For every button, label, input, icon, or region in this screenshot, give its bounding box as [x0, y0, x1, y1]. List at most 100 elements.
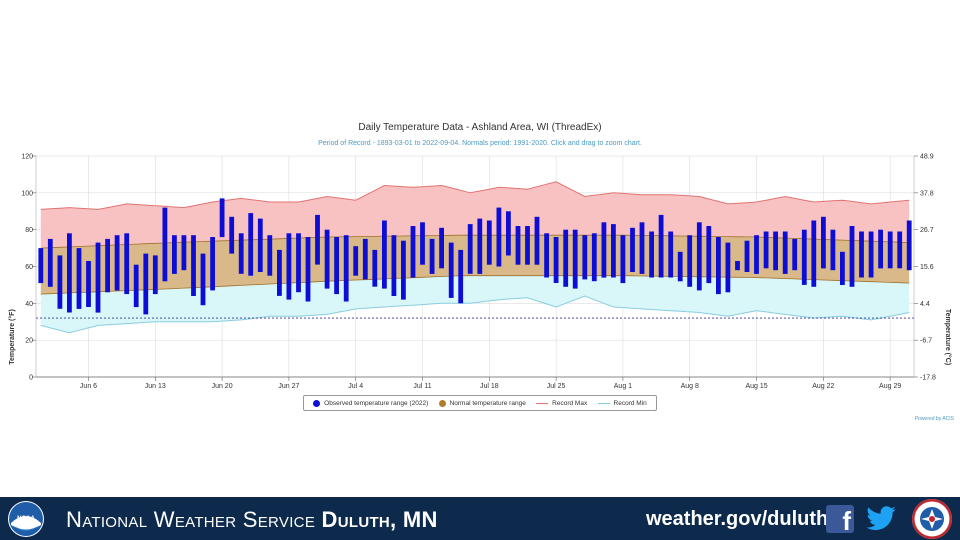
- observed-bar: [553, 237, 559, 283]
- observed-bar: [840, 251, 845, 285]
- observed-bar: [448, 242, 454, 298]
- noaa-logo-text: NOAA: [17, 516, 35, 522]
- legend-record-max-label: Record Max: [552, 399, 588, 407]
- legend-item-normal[interactable]: Normal temperature range: [438, 399, 526, 407]
- temperature-chart[interactable]: Daily Temperature Data - Ashland Area, W…: [0, 110, 960, 430]
- x-tick-label: Aug 29: [879, 383, 901, 390]
- observed-bar: [114, 235, 120, 291]
- observed-bar: [257, 218, 263, 272]
- observed-bar: [410, 226, 416, 278]
- observed-bar: [878, 229, 883, 269]
- observed-bar: [486, 220, 492, 265]
- observed-bar: [343, 235, 349, 302]
- observed-bar: [248, 213, 254, 276]
- facebook-icon[interactable]: f: [826, 505, 854, 533]
- chart-credits[interactable]: Powered by ACIS: [915, 416, 955, 422]
- observed-bar: [630, 227, 635, 272]
- x-tick-label: Jul 4: [348, 383, 363, 390]
- legend-normal-label: Normal temperature range: [449, 399, 526, 407]
- observed-bar: [124, 233, 130, 295]
- website-link[interactable]: weather.gov/duluth: [646, 508, 829, 530]
- observed-bar: [191, 235, 196, 296]
- observed-bar: [849, 226, 855, 287]
- observed-bar: [286, 233, 292, 300]
- observed-bar: [105, 238, 110, 293]
- y-tick-label-right: 4.4: [920, 301, 930, 308]
- observed-bar: [496, 207, 502, 267]
- observed-bar: [67, 233, 72, 313]
- observed-bar: [620, 235, 626, 284]
- y-tick-label-right: 37.8: [920, 190, 934, 197]
- observed-bar: [172, 235, 177, 274]
- observed-bar: [315, 214, 320, 265]
- observed-bar: [544, 233, 549, 278]
- observed-bar: [696, 222, 702, 291]
- observed-bar: [47, 238, 53, 287]
- observed-bar: [611, 224, 616, 278]
- x-tick-label: Aug 1: [614, 383, 632, 390]
- legend-item-record-min[interactable]: Record Min: [597, 399, 647, 407]
- observed-bar: [362, 238, 368, 280]
- chart-svg[interactable]: Daily Temperature Data - Ashland Area, W…: [0, 110, 960, 430]
- observed-bar: [458, 249, 464, 304]
- observed-bar: [133, 264, 139, 308]
- observed-bar: [887, 231, 893, 269]
- observed-bar: [277, 249, 282, 296]
- observed-bar: [76, 248, 82, 309]
- record-max-line: [40, 181, 910, 210]
- observed-bar: [401, 240, 406, 300]
- nws-office-name: National Weather Service Duluth, MN: [66, 507, 438, 533]
- observed-bar: [506, 211, 511, 256]
- observed-bar: [906, 220, 912, 271]
- y-tick-label-left: 40: [25, 301, 33, 308]
- y-tick-label-right: 26.7: [920, 227, 934, 234]
- y-tick-label-right: -17.8: [920, 375, 936, 382]
- observed-bar: [716, 237, 721, 295]
- chart-subtitle: Period of Record - 1893-03-01 to 2022-09…: [318, 140, 642, 147]
- legend-item-record-max[interactable]: Record Max: [536, 400, 587, 407]
- observed-bars: [38, 198, 912, 315]
- x-tick-label: Jun 20: [212, 383, 233, 390]
- observed-bar: [152, 255, 158, 295]
- observed-bar: [200, 253, 206, 306]
- y-axis-title-left: Temperature (°F): [8, 309, 16, 365]
- observed-bar: [229, 216, 235, 254]
- legend-normal-marker: [438, 399, 446, 407]
- observed-bar: [353, 246, 359, 276]
- y-tick-label-right: 48.9: [920, 154, 934, 161]
- observed-bar: [324, 229, 330, 289]
- observed-bar: [763, 231, 769, 269]
- y-tick-label-left: 20: [25, 338, 33, 345]
- chart-title: Daily Temperature Data - Ashland Area, W…: [358, 122, 601, 133]
- observed-bar: [305, 237, 311, 302]
- footer-banner: [0, 497, 960, 540]
- legend-observed-label: Observed temperature range (2022): [324, 399, 429, 407]
- observed-bar: [296, 233, 301, 293]
- legend-observed-marker: [313, 399, 321, 407]
- x-tick-label: Jul 11: [413, 383, 431, 390]
- observed-bar: [420, 222, 425, 265]
- legend-record-max-marker: [536, 402, 549, 404]
- x-tick-label: Jun 13: [145, 383, 166, 390]
- noaa-logo-graphic: NOAA: [9, 502, 43, 536]
- observed-bar: [467, 224, 473, 274]
- observed-bar: [439, 227, 444, 269]
- x-tick-label: Jul 25: [547, 383, 566, 390]
- legend-item-observed[interactable]: Observed temperature range (2022): [313, 399, 429, 407]
- twitter-icon[interactable]: [864, 503, 898, 535]
- observed-bar: [897, 231, 903, 269]
- y-axis-title-right: Temperature (°C): [944, 309, 952, 365]
- observed-bar: [515, 226, 521, 265]
- observed-bar: [534, 216, 540, 265]
- observed-bar: [801, 229, 807, 285]
- observed-bar: [754, 235, 759, 274]
- observed-bar: [811, 220, 817, 287]
- chart-legend: Observed temperature range (2022) Normal…: [303, 395, 657, 411]
- legend-record-min-label: Record Min: [613, 399, 647, 407]
- observed-bar: [525, 226, 530, 265]
- observed-bar: [601, 222, 607, 278]
- observed-bar: [658, 214, 664, 278]
- normal-min-line: [40, 275, 910, 295]
- nws-logo: [912, 499, 952, 539]
- observed-bar: [238, 233, 244, 274]
